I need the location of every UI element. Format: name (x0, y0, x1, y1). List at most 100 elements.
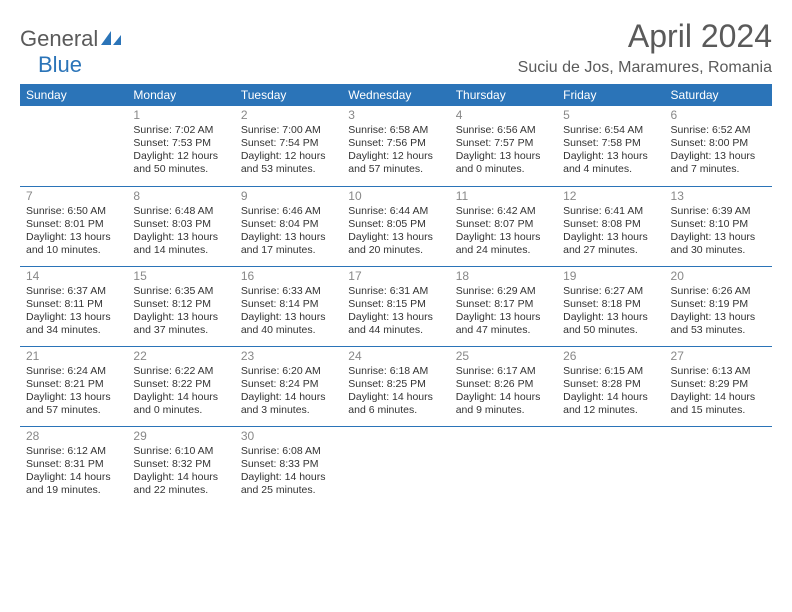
calendar-cell: 1Sunrise: 7:02 AMSunset: 7:53 PMDaylight… (127, 106, 234, 186)
dayheader-thu: Thursday (450, 84, 557, 106)
calendar-cell: 16Sunrise: 6:33 AMSunset: 8:14 PMDayligh… (235, 266, 342, 346)
sunrise-line: Sunrise: 6:20 AM (241, 365, 336, 378)
calendar-cell: 23Sunrise: 6:20 AMSunset: 8:24 PMDayligh… (235, 346, 342, 426)
daylight-line: Daylight: 12 hours and 53 minutes. (241, 150, 336, 176)
daylight-line: Daylight: 14 hours and 6 minutes. (348, 391, 443, 417)
sunrise-line: Sunrise: 6:27 AM (563, 285, 658, 298)
day-number: 7 (26, 189, 121, 203)
sunset-line: Sunset: 8:21 PM (26, 378, 121, 391)
sunset-line: Sunset: 7:53 PM (133, 137, 228, 150)
sunset-line: Sunset: 7:58 PM (563, 137, 658, 150)
page: General Blue April 2024 Suciu de Jos, Ma… (0, 0, 792, 524)
calendar-cell: 29Sunrise: 6:10 AMSunset: 8:32 PMDayligh… (127, 426, 234, 506)
sunset-line: Sunset: 8:08 PM (563, 218, 658, 231)
day-number: 21 (26, 349, 121, 363)
day-number: 29 (133, 429, 228, 443)
sunrise-line: Sunrise: 6:39 AM (671, 205, 766, 218)
calendar-cell: 7Sunrise: 6:50 AMSunset: 8:01 PMDaylight… (20, 186, 127, 266)
day-number: 22 (133, 349, 228, 363)
daylight-line: Daylight: 13 hours and 34 minutes. (26, 311, 121, 337)
sunset-line: Sunset: 8:04 PM (241, 218, 336, 231)
logo: General Blue (20, 18, 122, 78)
sunrise-line: Sunrise: 6:17 AM (456, 365, 551, 378)
sunset-line: Sunset: 8:01 PM (26, 218, 121, 231)
sunset-line: Sunset: 8:22 PM (133, 378, 228, 391)
sunset-line: Sunset: 8:19 PM (671, 298, 766, 311)
sunrise-line: Sunrise: 6:58 AM (348, 124, 443, 137)
day-number: 3 (348, 108, 443, 122)
sunset-line: Sunset: 8:11 PM (26, 298, 121, 311)
logo-word-1: General (20, 26, 98, 51)
daylight-line: Daylight: 14 hours and 9 minutes. (456, 391, 551, 417)
sunset-line: Sunset: 8:24 PM (241, 378, 336, 391)
sunrise-line: Sunrise: 6:15 AM (563, 365, 658, 378)
sunrise-line: Sunrise: 6:41 AM (563, 205, 658, 218)
daylight-line: Daylight: 13 hours and 27 minutes. (563, 231, 658, 257)
sunrise-line: Sunrise: 6:18 AM (348, 365, 443, 378)
header-row: General Blue April 2024 Suciu de Jos, Ma… (20, 18, 772, 78)
day-number: 19 (563, 269, 658, 283)
sunrise-line: Sunrise: 6:44 AM (348, 205, 443, 218)
sunrise-line: Sunrise: 6:10 AM (133, 445, 228, 458)
daylight-line: Daylight: 13 hours and 7 minutes. (671, 150, 766, 176)
calendar-header: Sunday Monday Tuesday Wednesday Thursday… (20, 84, 772, 106)
daylight-line: Daylight: 13 hours and 37 minutes. (133, 311, 228, 337)
daylight-line: Daylight: 13 hours and 53 minutes. (671, 311, 766, 337)
calendar-cell: 11Sunrise: 6:42 AMSunset: 8:07 PMDayligh… (450, 186, 557, 266)
daylight-line: Daylight: 13 hours and 0 minutes. (456, 150, 551, 176)
dayheader-mon: Monday (127, 84, 234, 106)
daylight-line: Daylight: 13 hours and 14 minutes. (133, 231, 228, 257)
daylight-line: Daylight: 14 hours and 22 minutes. (133, 471, 228, 497)
calendar-cell (665, 426, 772, 506)
title-block: April 2024 Suciu de Jos, Maramures, Roma… (518, 18, 772, 77)
daylight-line: Daylight: 13 hours and 50 minutes. (563, 311, 658, 337)
day-number: 17 (348, 269, 443, 283)
calendar-cell: 10Sunrise: 6:44 AMSunset: 8:05 PMDayligh… (342, 186, 449, 266)
sunrise-line: Sunrise: 7:00 AM (241, 124, 336, 137)
sunrise-line: Sunrise: 6:37 AM (26, 285, 121, 298)
daylight-line: Daylight: 13 hours and 17 minutes. (241, 231, 336, 257)
calendar-body: 1Sunrise: 7:02 AMSunset: 7:53 PMDaylight… (20, 106, 772, 506)
calendar-cell: 9Sunrise: 6:46 AMSunset: 8:04 PMDaylight… (235, 186, 342, 266)
sunrise-line: Sunrise: 6:08 AM (241, 445, 336, 458)
logo-text: General Blue (20, 26, 122, 78)
day-number: 12 (563, 189, 658, 203)
daylight-line: Daylight: 14 hours and 12 minutes. (563, 391, 658, 417)
calendar-cell: 12 Sunrise: 6:41 AMSunset: 8:08 PMDayligh… (557, 186, 664, 266)
day-number: 27 (671, 349, 766, 363)
sunset-line: Sunset: 7:54 PM (241, 137, 336, 150)
day-number: 2 (241, 108, 336, 122)
calendar-cell: 22Sunrise: 6:22 AMSunset: 8:22 PMDayligh… (127, 346, 234, 426)
logo-word-2: Blue (20, 52, 82, 77)
calendar-cell (342, 426, 449, 506)
sunrise-line: Sunrise: 6:48 AM (133, 205, 228, 218)
calendar-cell: 21Sunrise: 6:24 AMSunset: 8:21 PMDayligh… (20, 346, 127, 426)
day-number: 9 (241, 189, 336, 203)
month-title: April 2024 (518, 18, 772, 55)
day-number: 25 (456, 349, 551, 363)
day-number: 30 (241, 429, 336, 443)
day-number: 6 (671, 108, 766, 122)
daylight-line: Daylight: 14 hours and 25 minutes. (241, 471, 336, 497)
day-number: 16 (241, 269, 336, 283)
sunrise-line: Sunrise: 6:13 AM (671, 365, 766, 378)
daylight-line: Daylight: 12 hours and 50 minutes. (133, 150, 228, 176)
calendar-cell (557, 426, 664, 506)
calendar-cell: 18Sunrise: 6:29 AMSunset: 8:17 PMDayligh… (450, 266, 557, 346)
day-number: 11 (456, 189, 551, 203)
sunset-line: Sunset: 8:00 PM (671, 137, 766, 150)
calendar-cell (20, 106, 127, 186)
calendar-cell: 27Sunrise: 6:13 AMSunset: 8:29 PMDayligh… (665, 346, 772, 426)
sunrise-line: Sunrise: 6:31 AM (348, 285, 443, 298)
dayheader-sat: Saturday (665, 84, 772, 106)
calendar-cell: 2 Sunrise: 7:00 AMSunset: 7:54 PMDaylight… (235, 106, 342, 186)
day-number: 24 (348, 349, 443, 363)
sunset-line: Sunset: 8:03 PM (133, 218, 228, 231)
calendar-cell: 30Sunrise: 6:08 AMSunset: 8:33 PMDayligh… (235, 426, 342, 506)
sunrise-line: Sunrise: 7:02 AM (133, 124, 228, 137)
calendar-cell: 15Sunrise: 6:35 AMSunset: 8:12 PMDayligh… (127, 266, 234, 346)
day-number: 8 (133, 189, 228, 203)
sunrise-line: Sunrise: 6:54 AM (563, 124, 658, 137)
sunrise-line: Sunrise: 6:26 AM (671, 285, 766, 298)
sunset-line: Sunset: 8:14 PM (241, 298, 336, 311)
